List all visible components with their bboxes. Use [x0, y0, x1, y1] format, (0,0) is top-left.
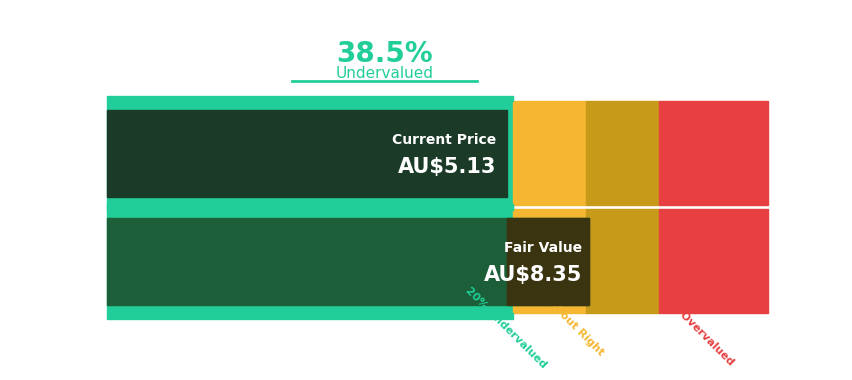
Bar — [513, 209, 585, 314]
Bar — [106, 218, 589, 305]
Bar — [106, 314, 513, 318]
Bar — [658, 101, 767, 205]
Text: AU$8.35: AU$8.35 — [484, 265, 582, 285]
Bar — [106, 209, 513, 314]
Text: About Right: About Right — [545, 298, 605, 358]
Bar — [106, 96, 513, 101]
Bar — [106, 205, 513, 211]
Text: AU$5.13: AU$5.13 — [398, 157, 496, 177]
Bar — [506, 218, 589, 305]
Text: Fair Value: Fair Value — [504, 241, 582, 255]
Bar — [106, 204, 513, 209]
Bar — [106, 101, 513, 205]
Text: 20% Overvalued: 20% Overvalued — [656, 288, 735, 367]
Text: 38.5%: 38.5% — [336, 40, 432, 68]
Text: Current Price: Current Price — [392, 133, 496, 147]
Text: 20% Undervalued: 20% Undervalued — [463, 286, 548, 370]
Bar — [106, 109, 506, 197]
Bar — [585, 101, 658, 205]
Bar — [658, 209, 767, 314]
Bar — [585, 209, 658, 314]
Bar — [513, 101, 585, 205]
Text: Undervalued: Undervalued — [335, 66, 433, 81]
